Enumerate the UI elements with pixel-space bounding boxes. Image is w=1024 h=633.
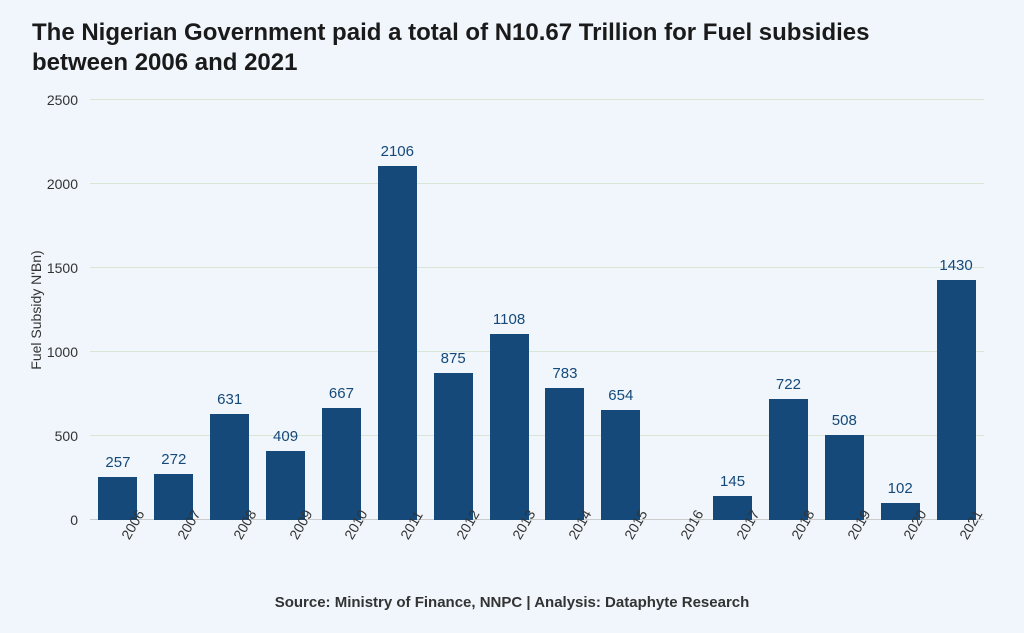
bar-slot: 5082019 [816, 100, 872, 520]
bar-value-label: 257 [105, 454, 130, 471]
y-tick-label: 2000 [18, 176, 78, 192]
bar [322, 408, 361, 520]
y-tick-label: 0 [18, 512, 78, 528]
bar [937, 280, 976, 520]
y-tick-label: 500 [18, 428, 78, 444]
bar-slot: 7832014 [537, 100, 593, 520]
bar-slot: 21062011 [369, 100, 425, 520]
y-tick-label: 1500 [18, 260, 78, 276]
bar-slot: 6542015 [593, 100, 649, 520]
bar-slot: 8752012 [425, 100, 481, 520]
bar-slot: 4092009 [258, 100, 314, 520]
bar-value-label: 2106 [381, 143, 414, 160]
bar-slot: 6312008 [202, 100, 258, 520]
bar-value-label: 783 [552, 365, 577, 382]
bar-value-label: 631 [217, 391, 242, 408]
y-tick-label: 1000 [18, 344, 78, 360]
bar [490, 334, 529, 520]
bar [769, 399, 808, 520]
bar-value-label: 654 [608, 387, 633, 404]
bars-container: 2572006272200763120084092009667201021062… [90, 100, 984, 520]
bar [378, 166, 417, 520]
y-tick-label: 2500 [18, 92, 78, 108]
bar-value-label: 409 [273, 428, 298, 445]
x-tick-label: 2016 [677, 507, 706, 542]
bar-value-label: 1108 [493, 311, 525, 328]
bar-value-label: 145 [720, 473, 745, 490]
bar-slot: 2016 [649, 100, 705, 520]
bar-slot: 1022020 [872, 100, 928, 520]
bar-slot: 2572006 [90, 100, 146, 520]
bar [434, 373, 473, 520]
bar-slot: 1452017 [705, 100, 761, 520]
bar-slot: 11082013 [481, 100, 537, 520]
bar [601, 410, 640, 520]
bar-value-label: 272 [161, 451, 186, 468]
bar-value-label: 102 [888, 480, 913, 497]
bar-value-label: 722 [776, 376, 801, 393]
bar-slot: 2722007 [146, 100, 202, 520]
bar-value-label: 875 [441, 350, 466, 367]
chart-title: The Nigerian Government paid a total of … [32, 18, 972, 78]
source-text: Source: Ministry of Finance, NNPC | Anal… [0, 594, 1024, 611]
bar-chart: 05001000150020002500 2572006272200763120… [90, 100, 984, 520]
bar [545, 388, 584, 520]
bar-slot: 6672010 [314, 100, 370, 520]
bar-slot: 14302021 [928, 100, 984, 520]
bar-value-label: 1430 [939, 257, 972, 274]
bar-slot: 7222018 [761, 100, 817, 520]
bar-value-label: 508 [832, 412, 857, 429]
bar-value-label: 667 [329, 385, 354, 402]
bar [210, 414, 249, 520]
